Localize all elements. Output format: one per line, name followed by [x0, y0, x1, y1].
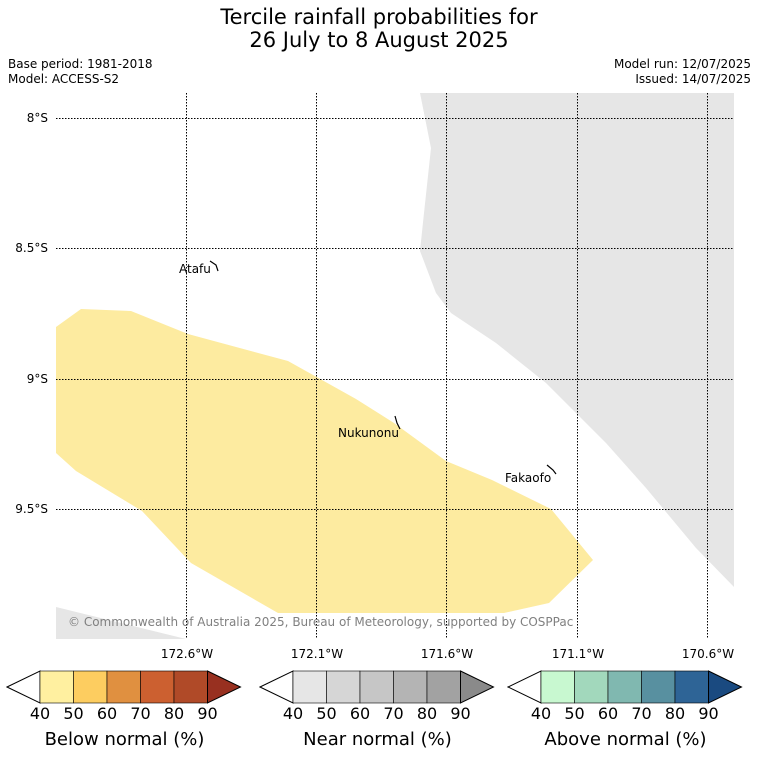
colorbar-tick-label: 70	[631, 704, 652, 723]
meta-left: Base period: 1981-2018 Model: ACCESS-S2	[8, 57, 153, 87]
colorbar-tick-label: 80	[163, 704, 185, 723]
nukunonu-coastline	[394, 415, 401, 430]
meta-right: Model run: 12/07/2025 Issued: 14/07/2025	[614, 57, 751, 87]
colorbar-near-label: Near normal (%)	[303, 729, 452, 750]
colorbar-tick-label: 80	[416, 704, 438, 723]
lon-label-172-1w: 172.1°W	[290, 647, 344, 661]
lon-label-171-1w: 171.1°W	[551, 647, 605, 661]
colorbar-tick-label: 60	[597, 704, 619, 723]
map-area: Atafu Nukunonu Fakaofo © Commonwealth of…	[56, 93, 734, 639]
colorbar-swatch	[326, 670, 361, 704]
place-fakaofo: Fakaofo	[505, 471, 551, 485]
colorbar-tick-label: 70	[130, 704, 151, 723]
colorbar-tick-label: 50	[63, 704, 84, 723]
colorbar-tick-label: 40	[282, 704, 304, 723]
colorbar-left-extension	[506, 670, 542, 704]
colorbar-swatch	[39, 670, 74, 704]
colorbar-tick-label: 50	[316, 704, 337, 723]
colorbar-right-extension	[708, 670, 743, 704]
colorbar-below-label: Below normal (%)	[44, 729, 205, 750]
place-nukunonu: Nukunonu	[338, 426, 399, 440]
colorbar-swatch	[607, 670, 642, 704]
gridlines	[56, 93, 734, 639]
colorbar-tick-label: 90	[197, 704, 218, 723]
colorbar-tick-label: 50	[564, 704, 585, 723]
base-period: Base period: 1981-2018	[8, 57, 153, 71]
place-atafu: Atafu	[179, 262, 211, 276]
colorbar-swatch	[674, 670, 709, 704]
colorbar-swatch	[641, 670, 676, 704]
lon-label-170-6w: 170.6°W	[681, 647, 735, 661]
chart-title-line1: Tercile rainfall probabilities for	[220, 5, 538, 29]
colorbar-above-normal	[506, 670, 747, 708]
colorbar-swatch	[292, 670, 327, 704]
colorbar-above-swatches	[506, 670, 743, 704]
colorbar-swatch	[73, 670, 108, 704]
model-name: Model: ACCESS-S2	[8, 72, 120, 86]
lat-label-9-5s: 9.5°S	[15, 502, 48, 516]
lat-label-8s: 8°S	[26, 111, 48, 125]
colorbar-tick-label: 60	[349, 704, 371, 723]
colorbar-swatch	[574, 670, 609, 704]
colorbar-swatch	[393, 670, 428, 704]
chart-title-line2: 26 July to 8 August 2025	[249, 28, 509, 52]
colorbar-swatch	[140, 670, 175, 704]
fakaofo-coastline	[546, 464, 557, 475]
colorbar-tick-label: 40	[29, 704, 51, 723]
colorbar-below-swatches	[5, 670, 242, 704]
colorbar-swatch	[359, 670, 394, 704]
colorbar-tick-label: 70	[383, 704, 404, 723]
colorbar-tick-label: 40	[530, 704, 552, 723]
colorbar-swatch	[173, 670, 208, 704]
map-canvas: Atafu Nukunonu Fakaofo © Commonwealth of…	[56, 93, 734, 639]
copyright-notice: © Commonwealth of Australia 2025, Bureau…	[68, 615, 573, 629]
lat-label-8-5s: 8.5°S	[15, 241, 48, 255]
lon-label-172-6w: 172.6°W	[160, 647, 214, 661]
colorbar-swatch	[540, 670, 575, 704]
colorbar-right-extension	[460, 670, 495, 704]
colorbar-near-normal	[258, 670, 499, 708]
colorbar-swatch	[426, 670, 461, 704]
lon-label-171-6w: 171.6°W	[420, 647, 474, 661]
colorbar-tick-label: 80	[664, 704, 686, 723]
colorbar-tick-label: 90	[698, 704, 719, 723]
colorbar-tick-label: 90	[450, 704, 471, 723]
below-normal-area	[56, 309, 593, 613]
colorbar-below-normal	[5, 670, 246, 708]
colorbar-swatch	[106, 670, 141, 704]
atafu-coastline	[209, 260, 219, 272]
lat-label-9s: 9°S	[26, 372, 48, 386]
colorbar-tick-label: 60	[96, 704, 118, 723]
colorbar-left-extension	[5, 670, 41, 704]
colorbar-right-extension	[207, 670, 242, 704]
colorbar-above-label: Above normal (%)	[544, 729, 707, 750]
grey-region-southwest	[56, 607, 186, 639]
issued-date: Issued: 14/07/2025	[635, 72, 751, 86]
model-run: Model run: 12/07/2025	[613, 57, 751, 71]
colorbar-near-swatches	[258, 670, 495, 704]
colorbar-left-extension	[258, 670, 294, 704]
